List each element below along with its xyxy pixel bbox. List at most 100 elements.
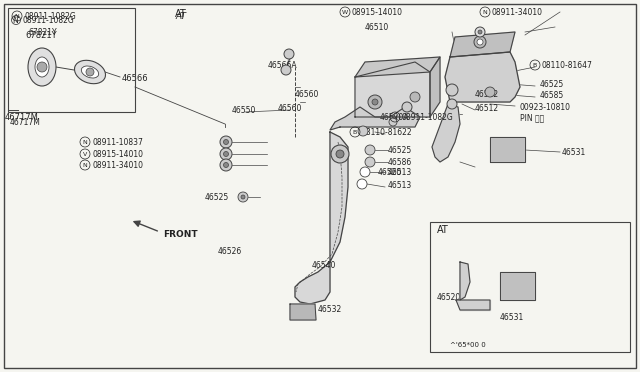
- Circle shape: [485, 87, 495, 97]
- Text: 46717M: 46717M: [5, 112, 39, 122]
- Polygon shape: [330, 107, 420, 130]
- Polygon shape: [432, 104, 460, 162]
- Circle shape: [446, 84, 458, 96]
- Polygon shape: [445, 52, 520, 102]
- Text: V: V: [83, 151, 87, 157]
- Text: 08911-1082G: 08911-1082G: [22, 16, 74, 25]
- Polygon shape: [490, 137, 525, 162]
- Text: 08911-1082G: 08911-1082G: [402, 112, 454, 122]
- Text: N: N: [392, 115, 397, 119]
- Text: 46525: 46525: [205, 192, 229, 202]
- Circle shape: [331, 145, 349, 163]
- Text: 46510: 46510: [365, 22, 389, 32]
- Text: W: W: [342, 10, 348, 15]
- Circle shape: [447, 99, 457, 109]
- Text: 08915-14010: 08915-14010: [352, 7, 403, 16]
- Circle shape: [336, 150, 344, 158]
- Polygon shape: [500, 272, 535, 300]
- Polygon shape: [355, 57, 440, 77]
- Text: 46525: 46525: [540, 80, 564, 89]
- Text: 46566: 46566: [122, 74, 148, 83]
- Text: 08911-34010: 08911-34010: [92, 160, 143, 170]
- Text: PIN ビン: PIN ビン: [520, 113, 544, 122]
- Circle shape: [372, 99, 378, 105]
- Text: 46717M: 46717M: [10, 118, 41, 126]
- Text: FRONT: FRONT: [163, 230, 198, 238]
- Bar: [430, 222, 630, 352]
- Circle shape: [365, 157, 375, 167]
- Text: 46560: 46560: [278, 103, 302, 112]
- Polygon shape: [450, 32, 515, 57]
- Text: 08110-81622: 08110-81622: [362, 128, 413, 137]
- Circle shape: [360, 167, 370, 177]
- Text: N: N: [483, 10, 488, 15]
- Text: 46531: 46531: [562, 148, 586, 157]
- Circle shape: [410, 92, 420, 102]
- Text: 46520: 46520: [378, 167, 403, 176]
- Circle shape: [238, 192, 248, 202]
- Text: 46540: 46540: [312, 260, 337, 269]
- Circle shape: [281, 65, 291, 75]
- Circle shape: [220, 136, 232, 148]
- Text: AT: AT: [175, 9, 187, 19]
- Circle shape: [474, 36, 486, 48]
- Text: AT: AT: [437, 225, 449, 235]
- Text: B: B: [533, 62, 537, 67]
- Circle shape: [389, 118, 397, 126]
- Circle shape: [223, 151, 228, 157]
- Text: 46586: 46586: [388, 157, 412, 167]
- Text: 08915-14010: 08915-14010: [92, 150, 143, 158]
- Text: 46520: 46520: [437, 292, 461, 301]
- Text: N: N: [12, 16, 18, 25]
- Polygon shape: [456, 300, 490, 310]
- Text: 08110-81647: 08110-81647: [542, 61, 593, 70]
- Text: N: N: [83, 163, 88, 167]
- Circle shape: [37, 62, 47, 72]
- Circle shape: [284, 49, 294, 59]
- Text: 46512: 46512: [475, 103, 499, 112]
- Circle shape: [358, 126, 368, 136]
- Text: 46532: 46532: [318, 305, 342, 314]
- Text: 67821Y: 67821Y: [28, 28, 56, 36]
- Ellipse shape: [28, 48, 56, 86]
- Text: N: N: [83, 140, 88, 144]
- Ellipse shape: [35, 57, 49, 77]
- Circle shape: [223, 140, 228, 144]
- Circle shape: [86, 68, 94, 76]
- Circle shape: [241, 195, 245, 199]
- Text: 46513: 46513: [388, 180, 412, 189]
- Circle shape: [477, 39, 483, 45]
- Text: 46520A: 46520A: [380, 112, 410, 122]
- Polygon shape: [430, 57, 440, 117]
- Text: 08911-1082G: 08911-1082G: [24, 12, 76, 20]
- Text: 46585: 46585: [540, 90, 564, 99]
- Text: B: B: [353, 129, 357, 135]
- Circle shape: [475, 27, 485, 37]
- Circle shape: [220, 159, 232, 171]
- Text: 46566A: 46566A: [268, 61, 298, 70]
- Text: 08911-10837: 08911-10837: [92, 138, 143, 147]
- Circle shape: [357, 179, 367, 189]
- Ellipse shape: [74, 60, 106, 84]
- Text: 46560: 46560: [295, 90, 319, 99]
- Text: 08911-34010: 08911-34010: [492, 7, 543, 16]
- Text: 46525: 46525: [388, 145, 412, 154]
- Circle shape: [365, 145, 375, 155]
- Polygon shape: [290, 304, 316, 320]
- Circle shape: [223, 163, 228, 167]
- Circle shape: [402, 102, 412, 112]
- Bar: [8, 8, 135, 112]
- Circle shape: [220, 148, 232, 160]
- Text: 46531: 46531: [500, 312, 524, 321]
- Text: 46550: 46550: [232, 106, 257, 115]
- Polygon shape: [295, 132, 348, 304]
- Text: N: N: [15, 13, 19, 19]
- Circle shape: [478, 30, 482, 34]
- Text: 46513: 46513: [388, 167, 412, 176]
- Text: 00923-10810: 00923-10810: [520, 103, 571, 112]
- Circle shape: [368, 95, 382, 109]
- Text: AT: AT: [175, 12, 186, 20]
- Text: 46512: 46512: [475, 90, 499, 99]
- Polygon shape: [460, 262, 470, 300]
- Ellipse shape: [81, 66, 99, 78]
